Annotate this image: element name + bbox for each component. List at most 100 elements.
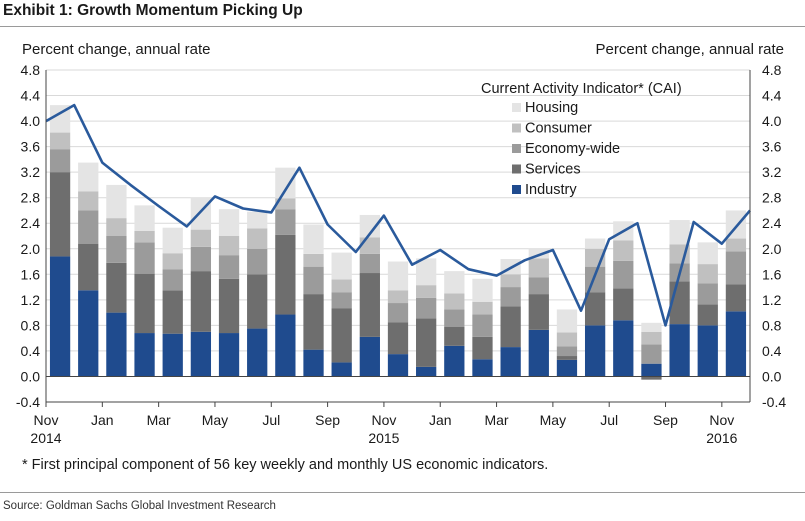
bar-economy-wide [218, 255, 240, 279]
y-tick-label-right: 0.0 [762, 368, 782, 384]
bar-services [134, 273, 155, 334]
bar-economy-wide [416, 297, 437, 319]
bar-services [725, 284, 747, 312]
legend-swatch-consumer [512, 123, 521, 133]
bar-industry [359, 336, 380, 377]
x-tick-label: Nov [34, 412, 59, 428]
x-tick-label: May [202, 412, 228, 428]
legend-swatch-services [512, 164, 521, 174]
bar-housing [275, 167, 296, 199]
bar-services [613, 288, 634, 321]
bar-economy-wide [106, 236, 127, 263]
bar-services [275, 234, 296, 315]
bar-industry [416, 366, 437, 377]
y-tick-label-left: 2.0 [21, 241, 41, 257]
axes: -0.4 -0.4 0.0 0.0 0.4 0.4 0.8 0.8 1.2 1.2 1.6 1.6 2.… [16, 62, 786, 446]
bar-industry [331, 362, 352, 377]
bar-economy-wide [331, 292, 352, 309]
bar-services [162, 290, 183, 334]
bar-housing [584, 238, 606, 249]
bar-services [500, 306, 521, 348]
bar-housing [218, 209, 240, 236]
y-tick-label-right: 2.0 [762, 241, 782, 257]
bar-economy-wide [641, 344, 662, 364]
bar-economy-wide [247, 248, 268, 275]
cai-line-layer [45, 103, 751, 327]
bar-industry [641, 363, 662, 377]
bar-housing [556, 309, 578, 333]
x-tick-label: Mar [484, 412, 508, 428]
bar-industry [669, 324, 690, 377]
y-tick-label-left: -0.4 [16, 394, 40, 410]
bar-consumer [190, 229, 212, 247]
y-tick-label-right: 0.8 [762, 317, 782, 333]
source-note: Source: Goldman Sachs Global Investment … [3, 500, 276, 512]
footnote: * First principal component of 56 key we… [22, 457, 548, 473]
legend-label-economy-wide: Economy-wide [525, 141, 620, 157]
y-tick-label-right: 1.6 [762, 266, 782, 282]
bar-economy-wide [472, 314, 493, 337]
exhibit-title: Exhibit 1: Growth Momentum Picking Up [3, 2, 303, 19]
bar-consumer [725, 238, 747, 252]
x-tick-label: May [540, 412, 566, 428]
x-tick-label: Jan [429, 412, 452, 428]
bar-housing [669, 220, 690, 245]
bar-economy-wide [359, 253, 380, 274]
x-tick-label: Nov [709, 412, 734, 428]
y-tick-label-right: 2.8 [762, 190, 782, 206]
legend-swatch-economy-wide [512, 144, 521, 153]
bar-services [331, 308, 352, 363]
y-tick-label-left: 0.4 [21, 343, 41, 359]
bar-industry [613, 320, 634, 377]
y-tick-label-right: 4.8 [762, 62, 782, 78]
y-tick-label-left: 4.4 [21, 88, 41, 104]
bar-consumer [613, 240, 634, 261]
bar-industry [725, 311, 747, 377]
bar-housing [106, 184, 127, 219]
bar-industry [697, 325, 718, 377]
y-tick-label-left: 4.0 [21, 113, 41, 129]
bar-industry [134, 333, 155, 377]
x-tick-label: Jul [600, 412, 618, 428]
bar-housing [49, 105, 71, 133]
y-tick-label-left: 0.0 [21, 368, 41, 384]
bar-economy-wide [134, 242, 155, 274]
bar-services [247, 274, 268, 329]
y-tick-label-left: 0.8 [21, 317, 41, 333]
bar-services [528, 294, 549, 330]
legend: Current Activity Indicator* (CAI) Housin… [481, 81, 682, 198]
bar-services [303, 294, 324, 350]
bar-housing [78, 162, 99, 192]
bar-services [641, 376, 662, 380]
bar-industry [444, 345, 465, 377]
bar-industry [106, 312, 127, 377]
bar-economy-wide [387, 303, 409, 323]
bar-housing [247, 211, 268, 229]
x-tick-label: Jan [91, 412, 114, 428]
bar-industry [387, 354, 409, 377]
y-tick-label-left: 3.2 [21, 164, 41, 180]
bar-industry [500, 347, 521, 377]
bar-services [697, 304, 718, 326]
bar-industry [303, 349, 324, 377]
bar-economy-wide [528, 277, 549, 295]
bar-consumer [78, 191, 99, 211]
bar-services [556, 356, 578, 360]
bar-housing [641, 322, 662, 332]
legend-label-housing: Housing [525, 100, 578, 116]
y-tick-label-left: 1.2 [21, 292, 41, 308]
bar-consumer [387, 290, 409, 304]
right-axis-label: Percent change, annual rate [596, 41, 784, 58]
bar-industry [78, 290, 99, 377]
bar-services [359, 273, 380, 337]
legend-title: Current Activity Indicator* (CAI) [481, 81, 682, 97]
bar-consumer [218, 236, 240, 256]
y-tick-label-left: 3.6 [21, 139, 41, 155]
y-tick-label-left: 4.8 [21, 62, 41, 78]
bar-economy-wide [584, 266, 606, 293]
bar-consumer [106, 218, 127, 236]
bar-economy-wide [78, 210, 99, 244]
left-axis-label: Percent change, annual rate [22, 41, 210, 58]
bar-consumer [303, 253, 324, 267]
